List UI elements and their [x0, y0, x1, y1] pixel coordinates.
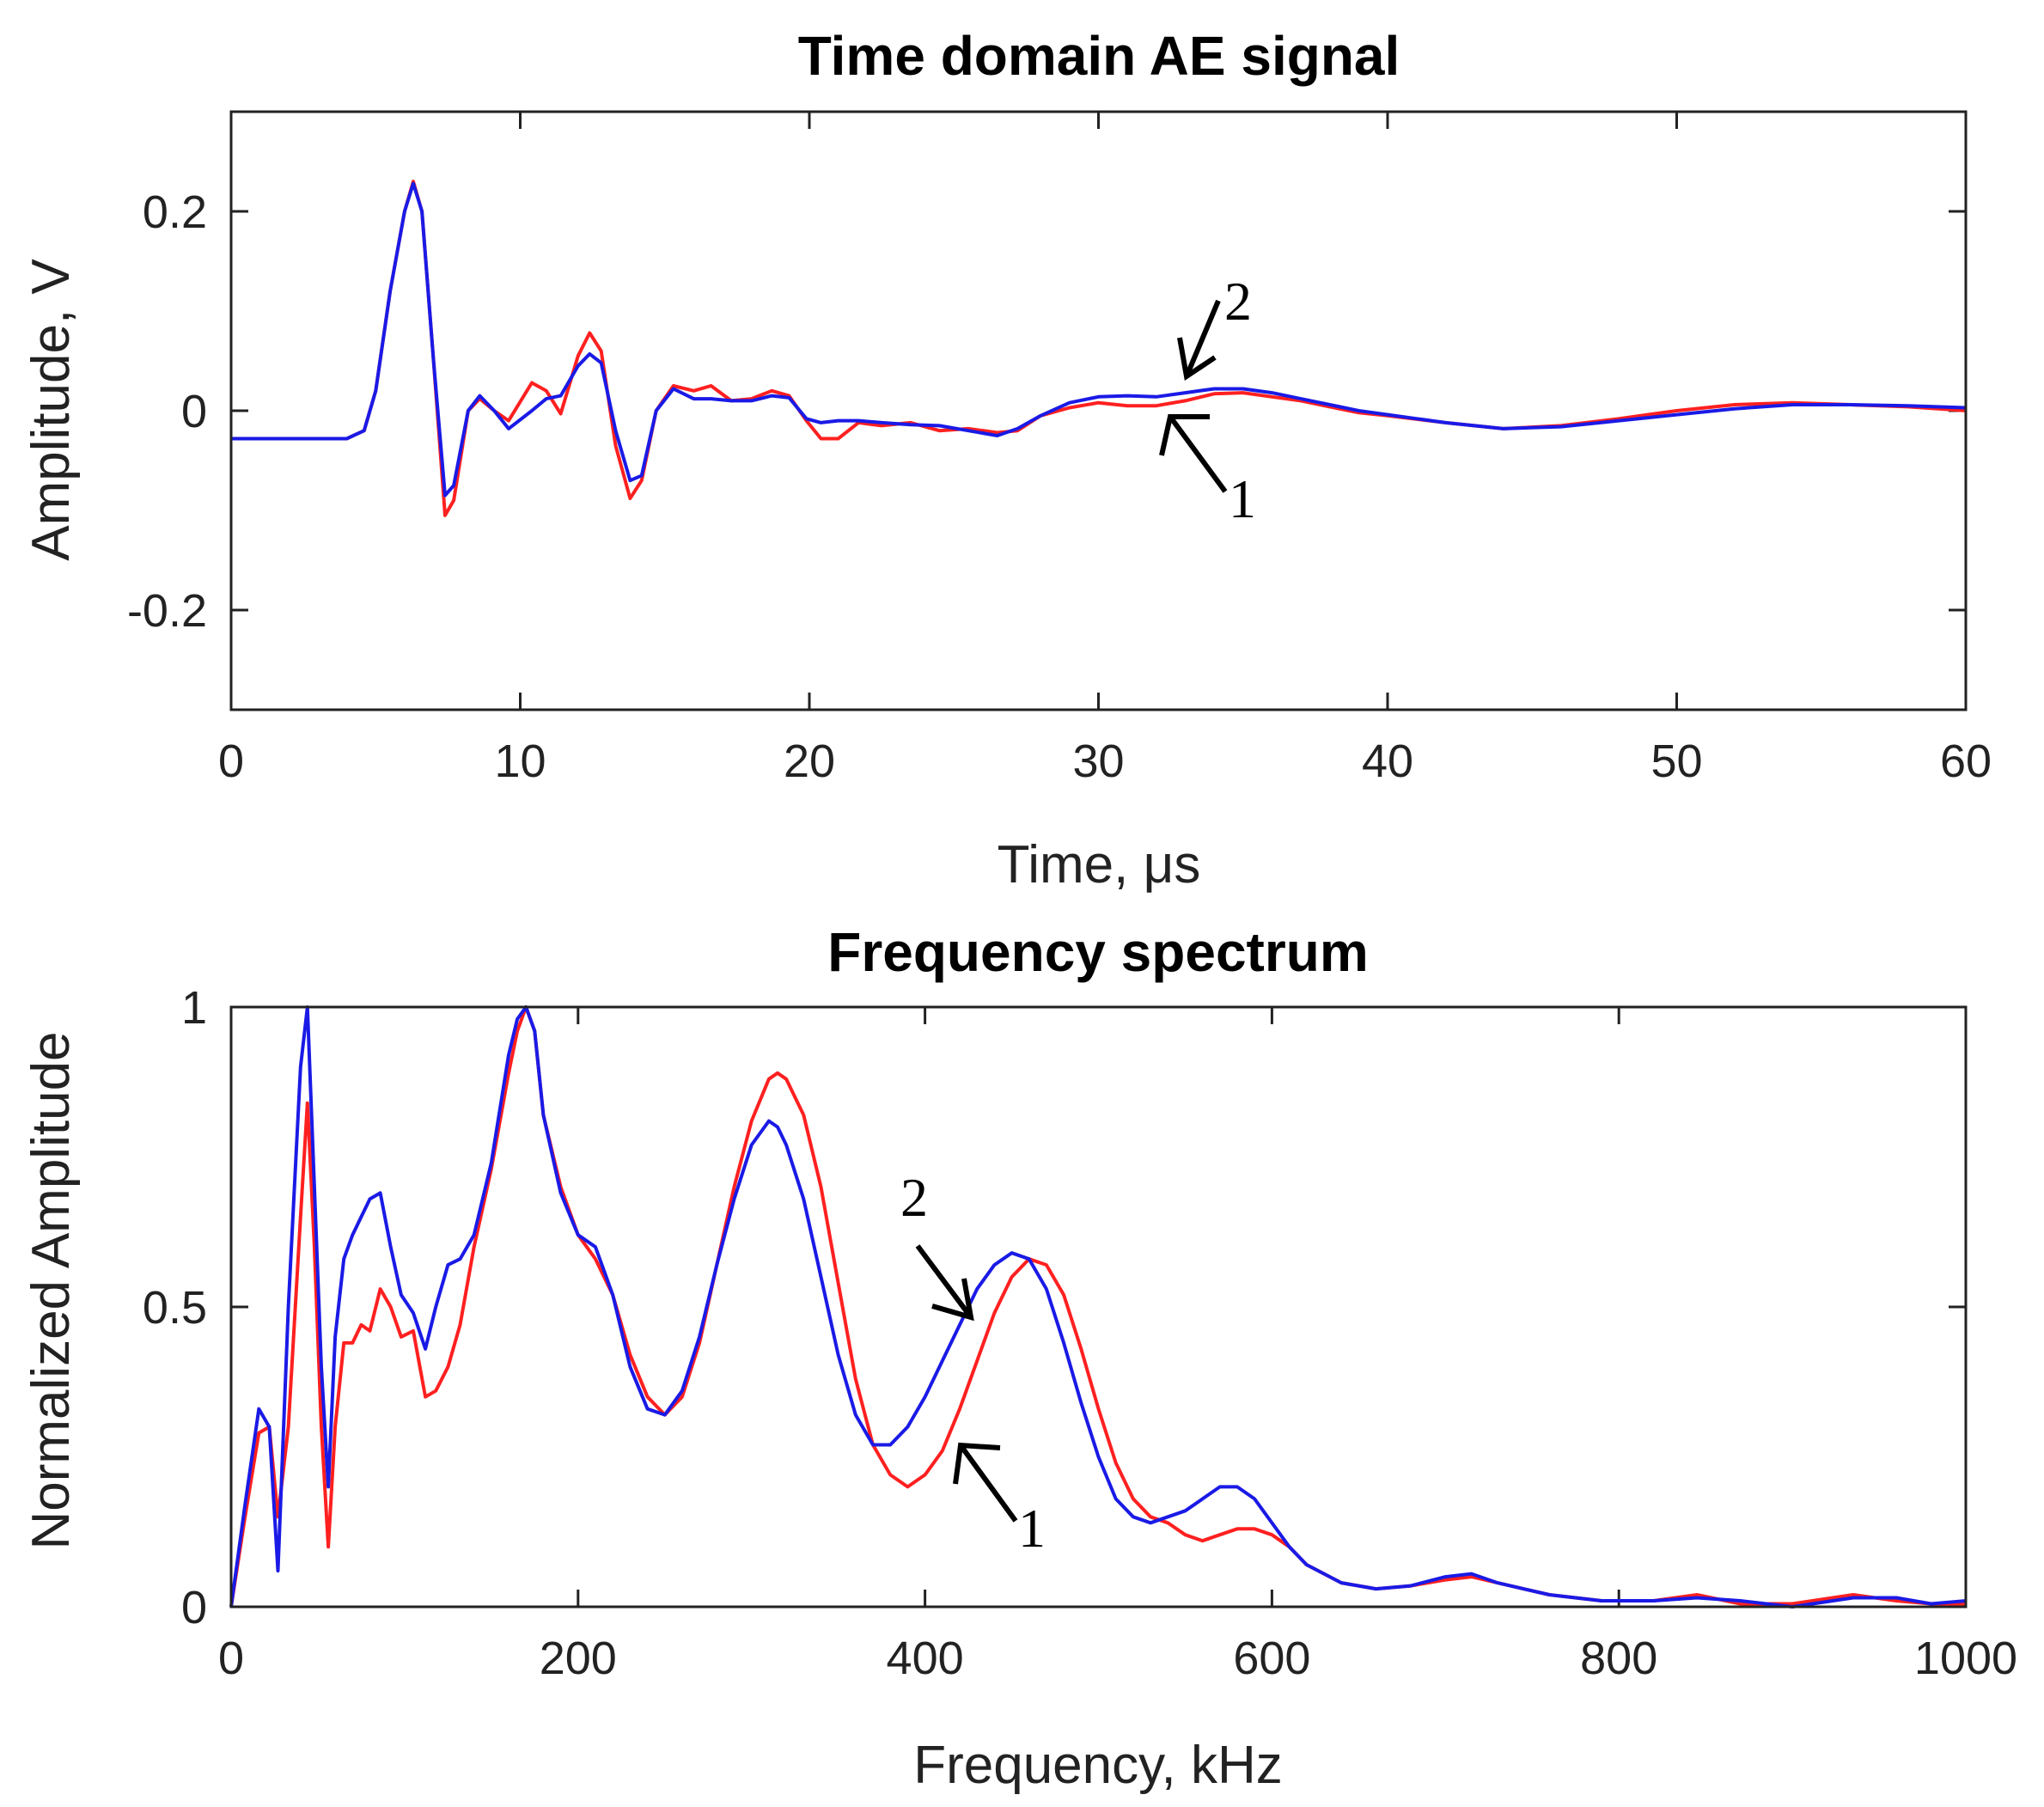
freq-annotation-1: 1	[953, 1442, 1046, 1559]
freq-xtick-label-1: 200	[540, 1633, 617, 1684]
freq-xtick-label-2: 400	[887, 1633, 964, 1684]
freq-xtick-label-0: 0	[218, 1633, 244, 1684]
freq-xtick-label-4: 800	[1580, 1633, 1657, 1684]
time-series-2-line	[231, 181, 1967, 498]
freq-annotation-2: 2	[900, 1167, 974, 1322]
freq-plot-title: Frequency spectrum	[827, 921, 1369, 983]
time-ytick-label-1: 0	[181, 386, 207, 437]
freq-xtick-label-5: 1000	[1914, 1633, 2017, 1684]
freq-ytick-label-1: 0.5	[143, 1282, 207, 1334]
time-xtick-label-2: 20	[784, 736, 835, 787]
freq-series-1-line	[229, 1005, 1966, 1608]
freq-plot-xlabel: Frequency, kHz	[913, 1736, 1283, 1795]
time-xtick-label-0: 0	[218, 736, 244, 787]
frequency-spectrum-plot: Frequency spectrum Normalized Amplitude …	[21, 921, 2017, 1795]
freq-xtick-label-3: 600	[1233, 1633, 1310, 1684]
time-plot-xlabel: Time, μs	[998, 835, 1201, 894]
time-ytick-label-0: -0.2	[127, 585, 207, 637]
time-xtick-label-6: 60	[1940, 736, 1992, 787]
freq-annotation-2-label: 2	[900, 1167, 928, 1228]
freq-series-2-line	[229, 1005, 1967, 1609]
time-plot-title: Time domain AE signal	[798, 25, 1400, 87]
time-annotation-1-label: 1	[1229, 468, 1256, 529]
freq-ytick-label-0: 0	[181, 1582, 207, 1633]
time-domain-plot: Time domain AE signal Amplitude, V Time,…	[21, 25, 1992, 894]
freq-plot-frame	[229, 1005, 1968, 1609]
time-xtick-label-5: 50	[1650, 736, 1702, 787]
time-ytick-label-2: 0.2	[143, 186, 207, 238]
time-xtick-label-3: 30	[1072, 736, 1124, 787]
time-plot-ylabel: Amplitude, V	[21, 259, 81, 561]
time-series-1-line	[231, 180, 1967, 517]
freq-annotation-1-label: 1	[1018, 1498, 1046, 1559]
freq-ytick-label-2: 1	[181, 982, 207, 1034]
time-annotation-2-label: 2	[1224, 271, 1252, 332]
time-annotation-1: 1	[1159, 414, 1256, 529]
time-annotation-2: 2	[1177, 271, 1252, 382]
time-xtick-label-4: 40	[1362, 736, 1413, 787]
freq-plot-ylabel: Normalized Amplitude	[21, 1031, 81, 1549]
time-xtick-label-1: 10	[494, 736, 546, 787]
time-plot-frame	[229, 110, 1968, 711]
